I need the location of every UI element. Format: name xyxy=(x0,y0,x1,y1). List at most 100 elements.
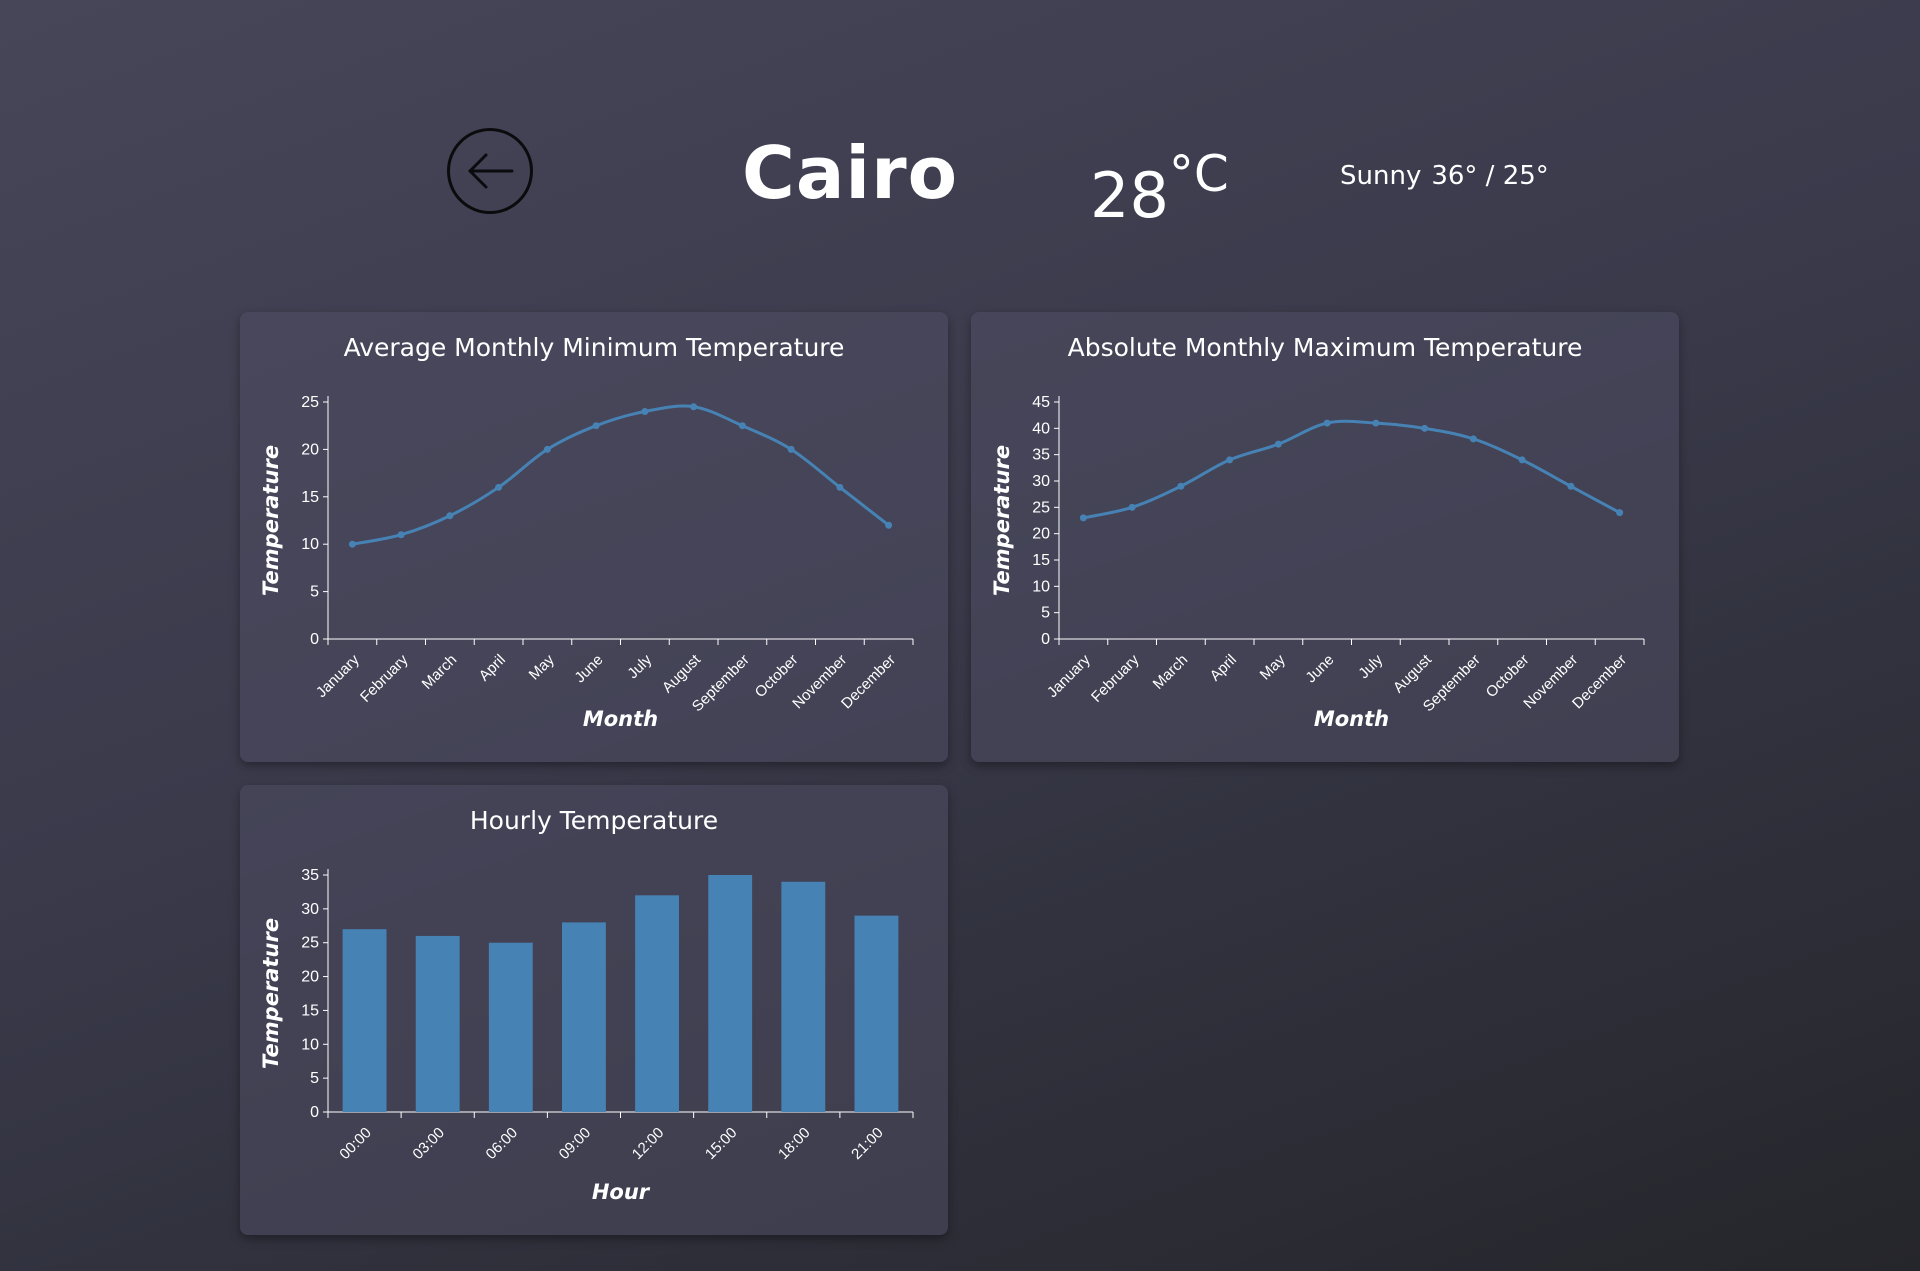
max-temperature-chart-card: Absolute Monthly Maximum Temperature 0 5 1… xyxy=(971,312,1679,762)
bar xyxy=(562,922,606,1112)
data-point xyxy=(592,422,600,430)
y-tick-label: 45 xyxy=(1032,394,1050,411)
y-tick-label: 30 xyxy=(1032,473,1050,490)
data-point xyxy=(1372,419,1380,427)
x-tick-label: January xyxy=(1044,651,1094,701)
y-tick-label: 40 xyxy=(1032,420,1050,437)
x-tick-label: May xyxy=(526,651,558,683)
x-tick-label: 09:00 xyxy=(556,1124,595,1163)
min-temperature-chart-card: Average Monthly Minimum Temperature 0 5 10… xyxy=(240,312,948,762)
y-tick-label: 15 xyxy=(1032,552,1050,569)
x-tick-label: 00:00 xyxy=(336,1124,375,1163)
weather-summary: Sunny 36° / 25° xyxy=(1340,158,1549,194)
data-point xyxy=(641,407,649,415)
y-tick-label: 5 xyxy=(310,584,319,601)
bar xyxy=(781,881,826,1112)
x-tick-label: June xyxy=(1302,651,1337,686)
data-point xyxy=(1274,440,1282,448)
data-point xyxy=(836,483,844,491)
data-point xyxy=(1518,456,1526,464)
hourly-temperature-chart: 0 5 10 15 20 25 30 35 00:00 03:00 06:00 09:00 12:00 1… xyxy=(259,867,914,1204)
y-tick-label: 25 xyxy=(1032,499,1050,516)
x-tick-label: February xyxy=(357,651,412,706)
data-point xyxy=(348,540,356,548)
y-tick-label: 20 xyxy=(1032,526,1050,543)
y-tick-label: 0 xyxy=(310,631,319,648)
data-point xyxy=(1323,419,1331,427)
data-point xyxy=(1616,509,1624,517)
series-line xyxy=(1083,419,1621,520)
y-axis-title: Temperature xyxy=(259,918,283,1069)
data-point xyxy=(446,512,454,520)
data-point xyxy=(690,403,698,411)
x-tick-label: October xyxy=(752,651,802,701)
x-axis-title: Hour xyxy=(592,1180,651,1204)
data-point xyxy=(397,531,405,539)
data-point xyxy=(1177,482,1185,490)
weather-condition: Sunny xyxy=(1340,161,1422,191)
x-tick-label: March xyxy=(1150,651,1191,692)
back-button[interactable] xyxy=(447,128,533,214)
x-axis-title: Month xyxy=(583,707,658,731)
x-tick-label: 06:00 xyxy=(483,1124,522,1163)
data-point xyxy=(495,483,503,491)
x-tick-label: July xyxy=(1355,651,1386,682)
x-tick-label: February xyxy=(1088,651,1143,706)
data-point xyxy=(1469,435,1477,443)
y-tick-label: 5 xyxy=(1041,605,1050,622)
x-tick-label: 21:00 xyxy=(848,1124,887,1163)
bar xyxy=(635,895,679,1112)
chart-title: Average Monthly Minimum Temperature xyxy=(343,333,845,362)
chart-title: Hourly Temperature xyxy=(469,806,719,835)
y-tick-label: 35 xyxy=(1032,447,1050,464)
data-point xyxy=(1128,503,1136,511)
hourly-temperature-chart-card: Hourly Temperature 0 5 10 15 20 25 30 35 00:00 03… xyxy=(240,785,948,1235)
bar xyxy=(415,935,460,1112)
chart-title: Absolute Monthly Maximum Temperature xyxy=(1067,333,1583,362)
x-tick-label: August xyxy=(659,651,705,697)
x-tick-label: 18:00 xyxy=(775,1124,814,1163)
y-tick-label: 10 xyxy=(301,536,319,553)
data-point xyxy=(885,521,893,529)
bar xyxy=(488,942,533,1112)
x-tick-label: March xyxy=(419,651,460,692)
y-tick-label: 5 xyxy=(310,1070,319,1087)
temperature-unit: °C xyxy=(1168,145,1229,203)
current-temperature-value: 28 xyxy=(1090,159,1169,232)
current-temperature: 28°C xyxy=(1090,134,1229,236)
bar xyxy=(708,875,753,1112)
arrow-left-icon xyxy=(468,153,514,189)
x-tick-label: 03:00 xyxy=(409,1124,448,1163)
x-axis-title: Month xyxy=(1314,707,1389,731)
y-tick-label: 0 xyxy=(1041,631,1050,648)
data-point xyxy=(543,445,551,453)
y-tick-label: 25 xyxy=(301,935,319,952)
data-point xyxy=(1079,514,1087,522)
y-tick-label: 15 xyxy=(301,489,319,506)
y-tick-label: 10 xyxy=(1032,578,1050,595)
city-name: Cairo xyxy=(742,131,959,215)
data-point xyxy=(1567,482,1575,490)
y-tick-label: 20 xyxy=(301,969,319,986)
y-tick-label: 25 xyxy=(301,394,319,411)
y-axis-title: Temperature xyxy=(990,445,1014,596)
x-tick-label: October xyxy=(1483,651,1533,701)
x-tick-label: 15:00 xyxy=(702,1124,741,1163)
bar xyxy=(342,929,387,1112)
x-tick-label: June xyxy=(571,651,606,686)
data-point xyxy=(787,445,795,453)
data-point xyxy=(1421,424,1429,432)
x-tick-label: April xyxy=(1207,651,1240,684)
series-line xyxy=(352,404,890,546)
y-axis-title: Temperature xyxy=(259,445,283,596)
bar xyxy=(854,915,899,1112)
x-tick-label: 12:00 xyxy=(629,1124,668,1163)
y-tick-label: 0 xyxy=(310,1104,319,1121)
high-low-temperature: 36° / 25° xyxy=(1431,161,1549,191)
data-point xyxy=(738,422,746,430)
header: Cairo 28°C Sunny 36° / 25° xyxy=(0,0,1920,300)
y-tick-label: 15 xyxy=(301,1002,319,1019)
y-tick-label: 10 xyxy=(301,1036,319,1053)
